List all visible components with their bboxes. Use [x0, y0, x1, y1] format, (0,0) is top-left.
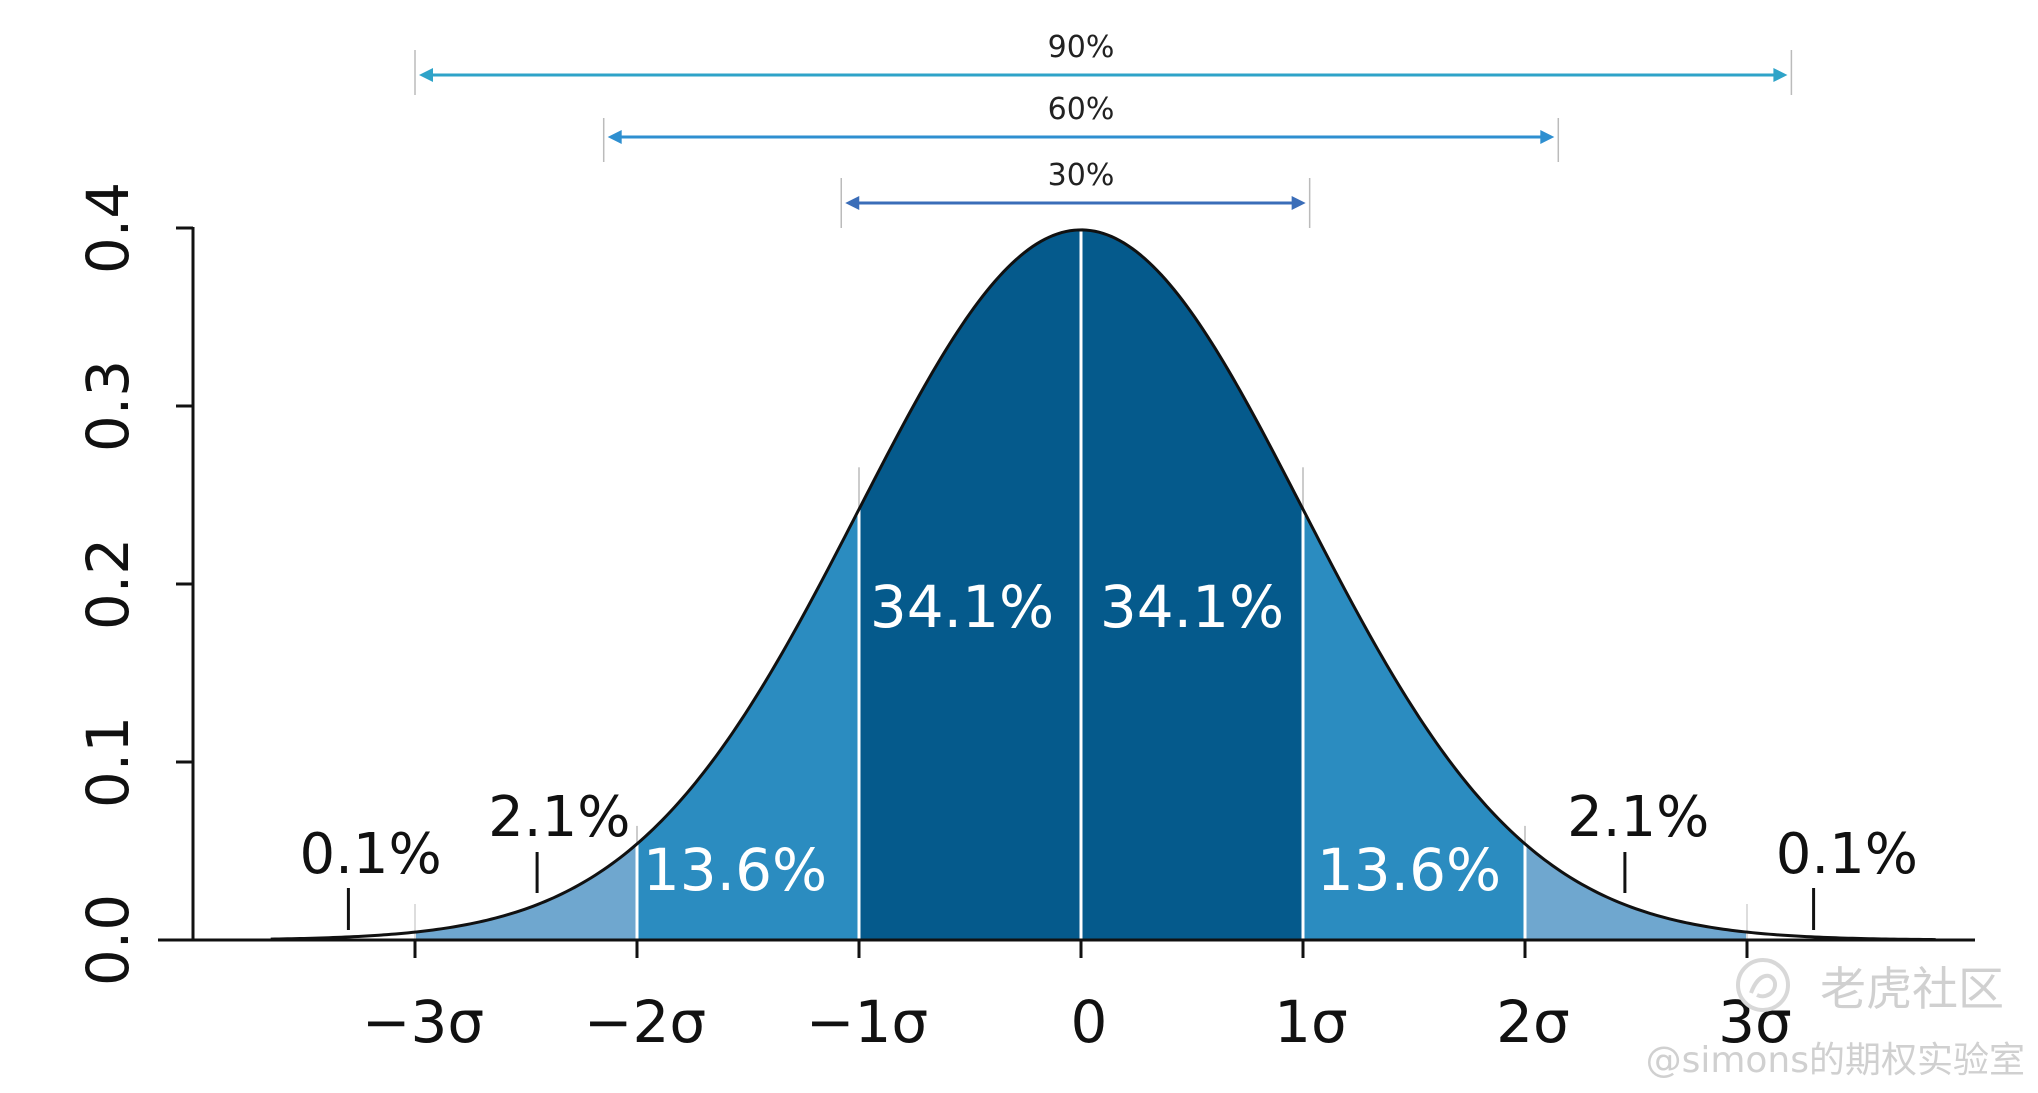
range-band-arrow-left-2 — [845, 196, 860, 210]
range-band-arrow-right-0 — [1773, 68, 1788, 82]
watermark: 老虎社区 @simons的期权实验室 — [1646, 958, 2025, 1081]
region-label-1: 13.6% — [643, 836, 827, 904]
region-fill-5 — [1525, 843, 1747, 940]
density-curve-layer — [270, 228, 1936, 942]
region-labels: 2.1%13.6%34.1% 34.1%13.6%2.1%0.1% 0.1% — [299, 573, 1918, 930]
y-tick-label-3: 0.3 — [74, 360, 142, 452]
tail-label-1: 0.1% — [1776, 822, 1918, 887]
x-tick-label-6: 3σ — [1718, 988, 1792, 1056]
region-label-2: 34.1% — [870, 573, 1054, 641]
range-band-label-0: 90% — [1048, 30, 1115, 65]
region-label-5: 2.1% — [1567, 785, 1709, 850]
region-label-3: 34.1% — [1100, 573, 1284, 641]
x-tick-label-4: 1σ — [1274, 988, 1348, 1056]
region-label-4: 13.6% — [1317, 836, 1501, 904]
region-dividers — [414, 229, 1748, 940]
range-band-arrow-left-0 — [419, 68, 433, 82]
range-band-arrow-right-2 — [1291, 196, 1306, 210]
range-band-arrow-left-1 — [607, 130, 622, 144]
tail-label-0: 0.1% — [299, 822, 441, 887]
region-label-0: 2.1% — [488, 785, 630, 850]
x-tick-label-0: −3σ — [362, 988, 484, 1056]
y-tick-label-0: 0.0 — [74, 894, 142, 986]
watermark-logo-icon — [1736, 958, 1790, 1012]
axes: −3σ −2σ −1σ 0 1σ 2σ 3σ 0.0 0.1 0.2 0.3 0.4 — [74, 182, 1975, 1056]
y-tick-label-2: 0.2 — [74, 538, 142, 630]
x-tick-label-1: −2σ — [584, 988, 706, 1056]
region-fill-0 — [415, 843, 637, 940]
range-band-label-2: 30% — [1048, 158, 1115, 193]
watermark-author: @simons的期权实验室 — [1646, 1040, 2025, 1081]
density-curve — [270, 228, 1936, 942]
x-tick-label-2: −1σ — [806, 988, 928, 1056]
range-bands: 90% 60% 30% — [414, 30, 1793, 228]
x-tick-label-5: 2σ — [1496, 988, 1570, 1056]
region-fill-2 — [859, 229, 1081, 940]
range-band-arrow-right-1 — [1540, 130, 1555, 144]
y-tick-label-4: 0.4 — [74, 182, 142, 274]
region-fill-3 — [1081, 229, 1303, 940]
y-tick-label-1: 0.1 — [74, 716, 142, 808]
watermark-brand: 老虎社区 — [1820, 962, 2004, 1016]
x-tick-label-3: 0 — [1071, 988, 1108, 1056]
range-band-label-1: 60% — [1048, 92, 1115, 127]
